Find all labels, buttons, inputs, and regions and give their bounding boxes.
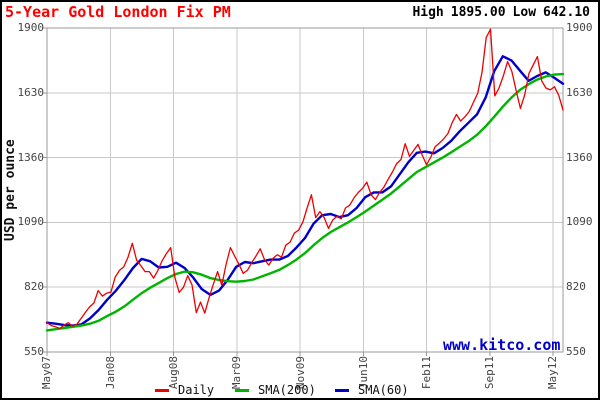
y-tick-label-right: 1360 bbox=[566, 151, 593, 164]
low-label: Low bbox=[512, 5, 537, 20]
x-tick-label: May07 bbox=[40, 356, 53, 390]
y-axis-title: USD per ounce bbox=[3, 139, 18, 241]
y-tick-label-left: 820 bbox=[24, 280, 44, 293]
y-tick-label-left: 1630 bbox=[17, 86, 45, 99]
kitco-watermark: www.kitco.com bbox=[443, 336, 561, 354]
x-tick-label: Jan08 bbox=[104, 356, 117, 390]
y-tick-label-right: 1090 bbox=[566, 215, 593, 228]
y-tick-label-right: 1630 bbox=[566, 86, 593, 99]
legend-label-daily: Daily bbox=[178, 383, 215, 397]
legend-item-sma60: SMA(60) bbox=[335, 383, 409, 397]
y-tick-label-left: 1090 bbox=[17, 215, 45, 228]
y-tick-label-left: 1900 bbox=[17, 21, 45, 34]
y-tick-label-left: 1360 bbox=[17, 151, 45, 164]
y-tick-label-right: 820 bbox=[566, 280, 586, 293]
series-line-sma200 bbox=[45, 72, 565, 332]
y-tick-label-right: 1900 bbox=[566, 21, 593, 34]
high-low-stats: High 1895.00 Low 642.10 bbox=[412, 5, 590, 20]
legend-label-sma200: SMA(200) bbox=[258, 383, 316, 397]
x-tick-label: Sep11 bbox=[483, 356, 496, 390]
legend-label-sma60: SMA(60) bbox=[358, 383, 409, 397]
series-line-sma60 bbox=[45, 55, 565, 327]
legend-item-sma200: SMA(200) bbox=[235, 383, 316, 397]
plot-frame bbox=[43, 27, 564, 356]
sma200-line-swatch bbox=[235, 388, 249, 392]
sma60-line-swatch bbox=[335, 388, 349, 392]
high-value: 1895.00 bbox=[450, 5, 506, 20]
daily-line-swatch bbox=[155, 388, 169, 392]
y-tick-label-right: 550 bbox=[566, 345, 586, 358]
high-label: High bbox=[412, 5, 444, 20]
x-tick-label: May12 bbox=[546, 356, 559, 390]
legend-item-daily: Daily bbox=[155, 383, 214, 397]
series-line-daily bbox=[46, 28, 564, 330]
y-tick-label-left: 550 bbox=[24, 345, 44, 358]
low-value: 642.10 bbox=[543, 5, 590, 20]
grid-lines bbox=[47, 27, 563, 353]
chart-title: 5-Year Gold London Fix PM bbox=[5, 3, 231, 21]
x-tick-label: Feb11 bbox=[420, 356, 433, 390]
